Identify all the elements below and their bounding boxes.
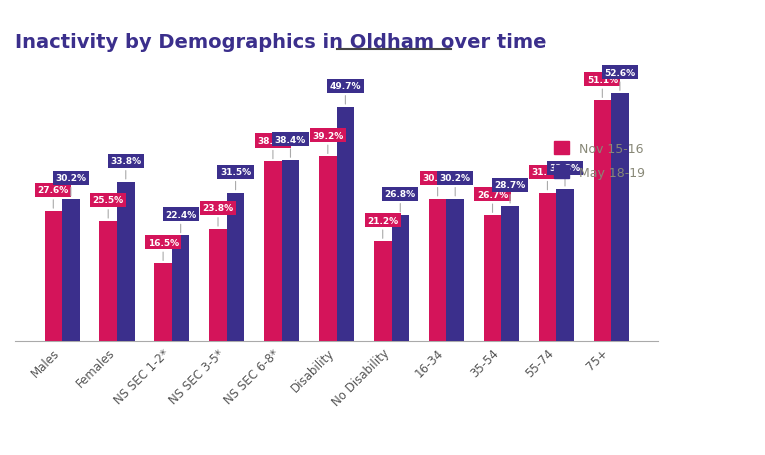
Bar bbox=[611, 94, 629, 341]
Text: 49.7%: 49.7% bbox=[330, 82, 361, 105]
Bar bbox=[99, 221, 117, 341]
Bar bbox=[209, 229, 226, 341]
Bar bbox=[429, 199, 447, 341]
Bar bbox=[319, 157, 337, 341]
Text: 26.8%: 26.8% bbox=[385, 190, 416, 212]
Bar bbox=[155, 263, 172, 341]
Text: 39.2%: 39.2% bbox=[312, 131, 343, 154]
Text: 30.2%: 30.2% bbox=[422, 174, 453, 197]
Bar bbox=[447, 199, 464, 341]
Text: 28.7%: 28.7% bbox=[494, 181, 526, 203]
Bar bbox=[556, 189, 574, 341]
Bar bbox=[172, 236, 190, 341]
Text: 32.3%: 32.3% bbox=[549, 164, 581, 187]
Text: 21.2%: 21.2% bbox=[367, 216, 399, 239]
Text: 26.7%: 26.7% bbox=[477, 190, 508, 213]
Bar bbox=[483, 216, 501, 341]
Bar bbox=[337, 107, 354, 341]
Text: 27.6%: 27.6% bbox=[37, 186, 69, 209]
Bar bbox=[62, 199, 80, 341]
Bar bbox=[117, 182, 135, 341]
Text: 31.5%: 31.5% bbox=[220, 168, 251, 190]
Text: 38.4%: 38.4% bbox=[275, 135, 306, 158]
Text: 30.2%: 30.2% bbox=[440, 174, 470, 197]
Bar bbox=[44, 212, 62, 341]
Bar bbox=[539, 193, 556, 341]
Text: 16.5%: 16.5% bbox=[148, 238, 179, 261]
Text: 38.1%: 38.1% bbox=[257, 136, 288, 159]
Legend: Nov 15-16, May 18-19: Nov 15-16, May 18-19 bbox=[549, 136, 652, 186]
Text: Inactivity by Demographics in Oldham over time: Inactivity by Demographics in Oldham ove… bbox=[15, 33, 547, 52]
Bar bbox=[226, 193, 244, 341]
Bar bbox=[594, 101, 611, 341]
Text: 22.4%: 22.4% bbox=[165, 211, 197, 233]
Bar bbox=[282, 161, 299, 341]
Text: 52.6%: 52.6% bbox=[604, 69, 636, 91]
Bar bbox=[374, 242, 392, 341]
Text: 33.8%: 33.8% bbox=[110, 157, 142, 180]
Text: 25.5%: 25.5% bbox=[93, 196, 124, 218]
Bar bbox=[501, 206, 519, 341]
Text: 31.5%: 31.5% bbox=[532, 168, 563, 190]
Text: 23.8%: 23.8% bbox=[203, 204, 233, 227]
Bar bbox=[392, 215, 409, 341]
Bar bbox=[264, 162, 282, 341]
Text: 51.1%: 51.1% bbox=[587, 76, 618, 98]
Text: 30.2%: 30.2% bbox=[55, 174, 86, 197]
